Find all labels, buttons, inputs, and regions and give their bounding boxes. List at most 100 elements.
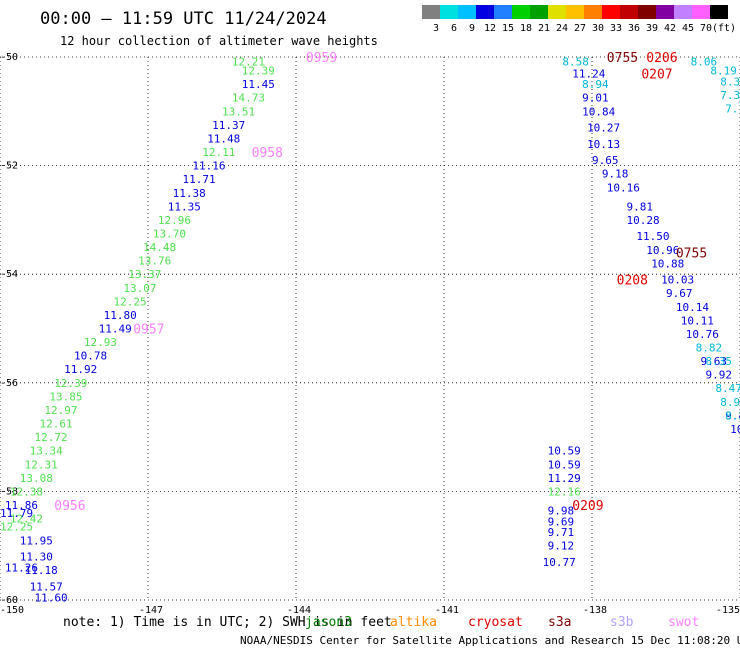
swh-label-s3a: 9.40 [725, 409, 740, 422]
scale-label: 12 [484, 23, 496, 34]
legend-cryosat: cryosat [468, 615, 523, 630]
color-scale: 3 6 9 12 15 18 21 24 27 30 33 36 39 42 45 70 (ft) [422, 5, 736, 34]
scale-label: 3 [433, 23, 439, 34]
swh-label-cryosat: 9.71 [548, 526, 575, 539]
scale-label: 6 [451, 23, 457, 34]
scale-label: 36 [628, 23, 640, 34]
swh-label-swot: 13.08 [20, 472, 53, 485]
swh-label-swot: 13.34 [30, 445, 63, 458]
swh-label-swot: 11.35 [168, 200, 201, 213]
swh-label-s3b: 8.58 [562, 55, 589, 68]
footer-note: note: 1) Time is in UTC; 2) SWH is in fe… [63, 615, 392, 630]
pass-time-label: 0206 [646, 51, 677, 66]
swh-label-swot: 11.18 [25, 564, 58, 577]
swh-label-s3a: 8.94 [582, 78, 609, 91]
chart-title: 00:00 – 11:59 UTC 11/24/2024 [40, 9, 327, 29]
swh-label-swot: 11.92 [64, 363, 97, 376]
swh-label-swot: 12.21 [232, 55, 265, 68]
swh-label-swot: 11.80 [104, 309, 137, 322]
swh-label-swot: 12.39 [54, 377, 87, 390]
swh-label-swot: 12.96 [158, 214, 191, 227]
swh-label-swot: 11.57 [30, 580, 63, 593]
swh-label-swot: 13.85 [49, 390, 82, 403]
swh-label-s3a: 10.14 [676, 301, 709, 314]
legend-jason3: jason3 [305, 615, 352, 630]
swh-label-swot: 14.48 [143, 241, 176, 254]
scale-label: 70 [700, 23, 712, 34]
scale-swatch [458, 5, 476, 19]
swh-label-swot: 12.61 [39, 418, 72, 431]
scale-label: 21 [538, 23, 550, 34]
legend-s3a: s3a [548, 615, 571, 630]
scale-label: (ft) [712, 23, 736, 34]
swh-label-cryosat: 9.69 [548, 515, 575, 528]
swh-label-swot: 11.60 [35, 591, 68, 604]
swh-label-s3b: 8.35 [705, 355, 732, 368]
pass-time-label: 0957 [133, 323, 164, 338]
swh-label-swot: 11.79 [0, 507, 33, 520]
pass-time-label: 0959 [306, 51, 337, 66]
scale-swatch [440, 5, 458, 19]
swh-label-s3b: 8.19 [710, 65, 737, 78]
swh-label-swot: 13.37 [128, 268, 161, 281]
legend-swot: swot [668, 615, 699, 630]
scale-swatch [512, 5, 530, 19]
scale-swatch [602, 5, 620, 19]
x-tick-label: -135 [716, 605, 740, 616]
chart-subtitle: 12 hour collection of altimeter wave hei… [60, 34, 378, 48]
scale-label: 15 [502, 23, 514, 34]
scale-swatch [692, 5, 710, 19]
swh-label-swot: 12.25 [113, 295, 146, 308]
swh-label-s3a: 10.11 [681, 314, 714, 327]
scale-swatch [674, 5, 692, 19]
swh-label-swot: 12.93 [84, 336, 117, 349]
x-tick-label: -138 [583, 605, 607, 616]
swh-label-swot: 12.25 [0, 521, 33, 534]
scale-swatch [422, 5, 440, 19]
scale-swatch [566, 5, 584, 19]
scale-swatch [476, 5, 494, 19]
x-tick-label: -147 [139, 605, 163, 616]
swh-label-swot: 11.45 [242, 78, 275, 91]
scale-label: 27 [574, 23, 586, 34]
y-tick-label: -54 [0, 269, 18, 280]
swh-label-cryosat: 10.59 [548, 458, 581, 471]
swh-label-swot: 11.16 [192, 160, 225, 173]
swh-label-s3a: 10.03 [661, 274, 694, 287]
swh-label-swot: 13.51 [222, 105, 255, 118]
swh-label-s3b: 8.95 [720, 396, 740, 409]
scale-swatch [638, 5, 656, 19]
swh-label-s3a: 10.84 [582, 105, 615, 118]
swh-label-s3a: 10.00 [730, 423, 740, 436]
footer-bg [0, 604, 740, 650]
swh-label-s3a: 10.88 [651, 257, 684, 270]
y-tick-label: -52 [0, 161, 18, 172]
pass-time-label: 0207 [641, 67, 672, 82]
x-tick-label: -150 [0, 605, 24, 616]
swh-label-cryosat: 12.16 [548, 485, 581, 498]
y-tick-label: -50 [0, 52, 18, 63]
swh-label-s3a: 11.50 [636, 230, 669, 243]
swh-label-s3b: 7.14 [725, 103, 740, 116]
footer-credit: NOAA/NESDIS Center for Satellite Applica… [240, 634, 740, 647]
legend-s3b: s3b [610, 615, 634, 630]
data-labels: 12.2112.3911.4514.7313.5111.3711.4812.11… [0, 55, 740, 605]
swh-label-s3a: 10.16 [607, 181, 640, 194]
swh-label-swot: 12.39 [242, 65, 275, 78]
swh-label-s3a: 9.92 [705, 369, 732, 382]
scale-swatch [584, 5, 602, 19]
swh-label-s3a: 9.67 [666, 287, 693, 300]
scale-swatch [710, 5, 728, 19]
swh-label-cryosat: 10.59 [548, 445, 581, 458]
swh-label-swot: 11.38 [173, 187, 206, 200]
axis-ticks: -50 -52 -54 -56 -58 -60 [0, 52, 18, 606]
scale-label: 39 [646, 23, 658, 34]
pass-time-label: 0209 [572, 499, 603, 514]
swh-label-s3a: 9.81 [627, 200, 654, 213]
swh-label-s3b: 8.32 [720, 75, 740, 88]
pass-time-label: 0208 [617, 274, 648, 289]
swh-label-s3a: 9.63 [701, 355, 728, 368]
scale-label: 45 [682, 23, 694, 34]
